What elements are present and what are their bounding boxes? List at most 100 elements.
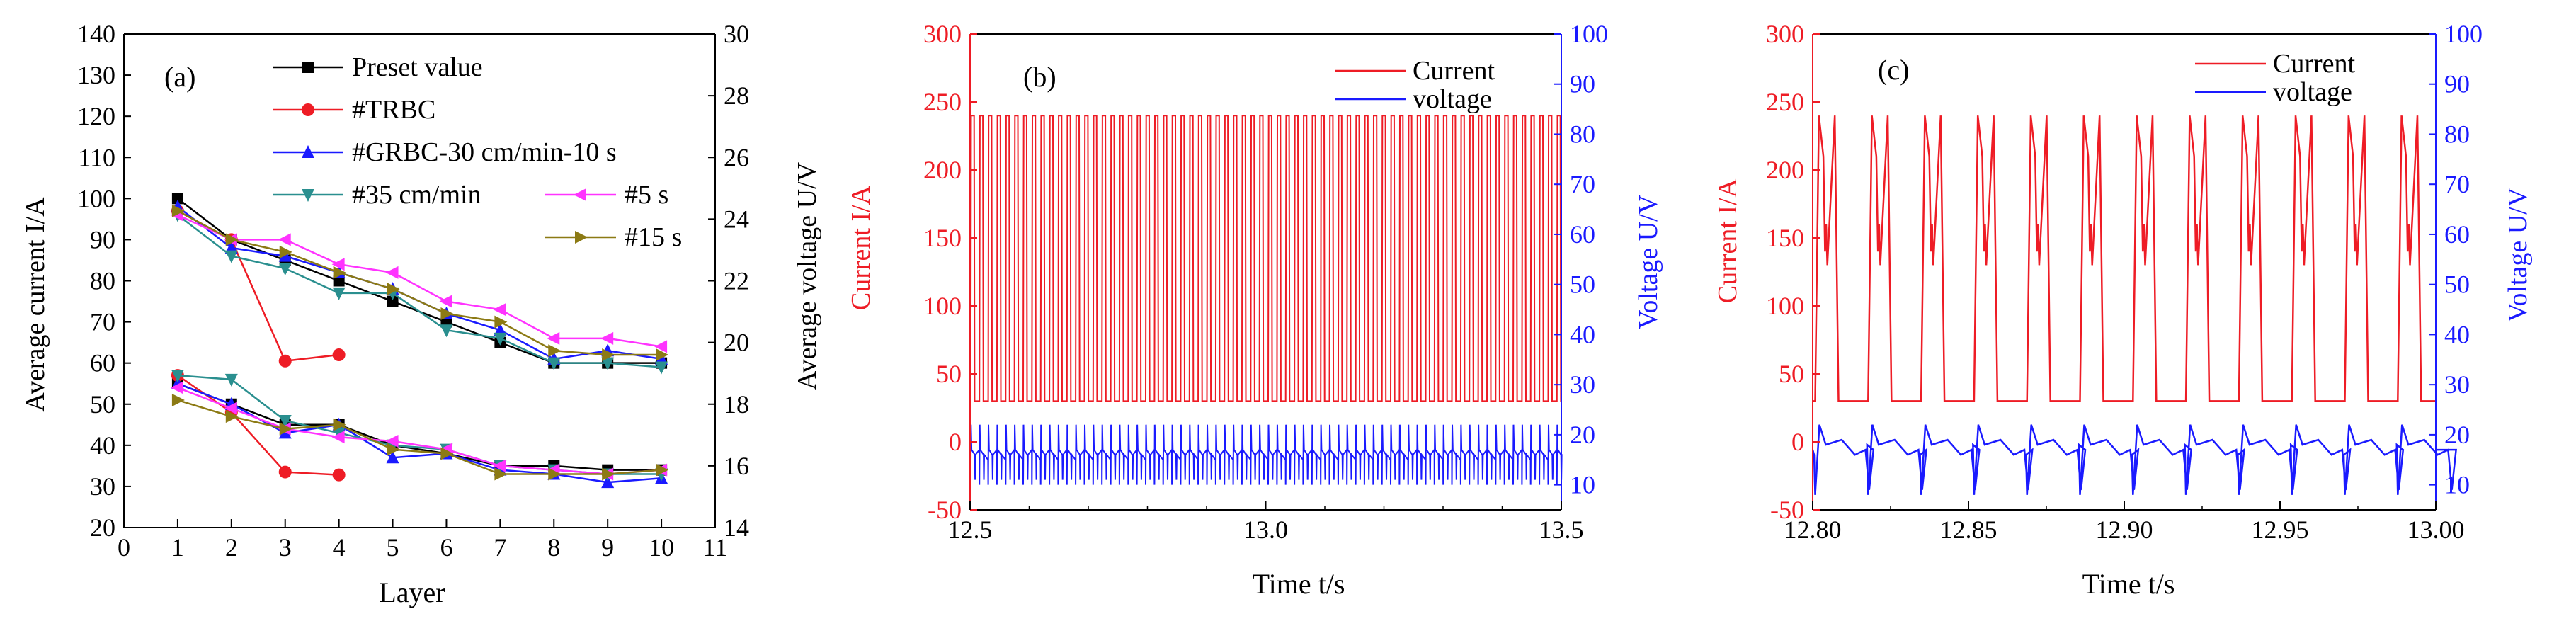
panel-a-legend-label: #GRBC-30 cm/min-10 s bbox=[352, 137, 617, 167]
panel-b-yright-tick-label: 80 bbox=[1570, 120, 1595, 148]
panel-a-point bbox=[385, 266, 399, 279]
panel-a-x-tick-label: 6 bbox=[440, 533, 452, 562]
panel-c-axes: -50 0 50 100 150 200 250 300 10 20 30 40 50 60 70 80 90 1… bbox=[1766, 20, 2483, 544]
panel-a-series-line-current_low bbox=[177, 399, 662, 475]
panel-a-x-tick-label: 2 bbox=[225, 533, 238, 562]
panel-c-plot-area bbox=[1811, 115, 2457, 495]
panel-b-yleft-tick-label: 300 bbox=[923, 20, 962, 48]
panel-a-point bbox=[279, 422, 292, 436]
panel-a-point bbox=[440, 307, 454, 320]
panel-a-plot-area bbox=[170, 193, 669, 489]
panel-a-yleft-tick-label: 50 bbox=[90, 390, 115, 419]
panel-a-point bbox=[494, 315, 508, 329]
panel-c-yleft-tick-label: 100 bbox=[1766, 292, 1804, 320]
panel-c-yleft-tick-label: 0 bbox=[1791, 428, 1804, 456]
panel-a-yleft-tick-label: 30 bbox=[90, 472, 115, 501]
panel-a-yleft-tick-label: 20 bbox=[90, 513, 115, 542]
panel-c-yright-tick-label: 60 bbox=[2444, 220, 2470, 249]
panel-a-point bbox=[387, 295, 399, 307]
panel-a-point bbox=[548, 344, 562, 358]
panel-c-x-tick-label: 12.95 bbox=[2252, 516, 2309, 544]
panel-a-series-line-current bbox=[177, 214, 662, 368]
panel-a-point bbox=[224, 250, 238, 263]
panel-a-yright-tick-label: 16 bbox=[724, 452, 749, 480]
panel-a-point bbox=[332, 287, 346, 300]
panel-a-point bbox=[493, 303, 506, 317]
panel-a-yleft-tick-label: 90 bbox=[90, 225, 115, 254]
panel-c-yright-tick-label: 30 bbox=[2444, 370, 2470, 399]
panel-c-yleft-tick-label: 200 bbox=[1766, 156, 1804, 184]
panel-a-yright-tick-label: 20 bbox=[724, 329, 749, 357]
panel-a-point bbox=[279, 245, 292, 258]
panel-a-legend-label: #35 cm/min bbox=[352, 180, 481, 210]
panel-a-point bbox=[494, 467, 508, 481]
panel-a-point bbox=[494, 332, 507, 346]
panel-c-yleft-tick-label: -50 bbox=[1770, 496, 1804, 524]
panel-a-x-tick-label: 7 bbox=[494, 533, 506, 562]
panel-a-ylabel-left: Average current I/A bbox=[21, 197, 50, 412]
panel-a-legend-marker bbox=[302, 189, 314, 202]
panel-b-x-tick-label: 13.0 bbox=[1243, 516, 1288, 544]
panel-c-yleft-tick-label: 150 bbox=[1766, 224, 1804, 252]
panel-a-legend-label: #5 s bbox=[625, 180, 668, 210]
panel-a-x-tick-label: 0 bbox=[118, 533, 130, 562]
panel-a-yright-tick-label: 26 bbox=[724, 143, 749, 171]
panel-b-voltage-line bbox=[969, 424, 1563, 485]
panel-a-yright-tick-label: 18 bbox=[724, 390, 749, 419]
panel-b-yleft-tick-label: 200 bbox=[923, 156, 962, 184]
panel-b-yright-tick-label: 20 bbox=[1570, 421, 1595, 449]
panel-a-point bbox=[333, 266, 346, 279]
panel-a-yleft-tick-label: 100 bbox=[77, 184, 115, 212]
panel-a-point bbox=[655, 361, 668, 375]
panel-b-label: (b) bbox=[1023, 61, 1056, 93]
panel-a-x-tick-label: 5 bbox=[387, 533, 399, 562]
panel-c-chart: -50 0 50 100 150 200 250 300 10 20 30 40 50 60 70 80 90 1… bbox=[1713, 20, 2533, 600]
panel-a-axes: 2030405060708090100110120130140141618202… bbox=[77, 20, 749, 562]
panel-b-yleft-tick-label: 100 bbox=[923, 292, 962, 320]
panel-a-x-tick-label: 4 bbox=[333, 533, 346, 562]
panel-c-legend-label: voltage bbox=[2273, 77, 2352, 107]
panel-a-point bbox=[387, 443, 400, 456]
panel-b-yright-tick-label: 100 bbox=[1570, 20, 1608, 48]
panel-a-point bbox=[439, 295, 452, 308]
panel-a-point bbox=[440, 447, 454, 460]
panel-a-yleft-tick-label: 140 bbox=[77, 20, 115, 48]
panel-a-point bbox=[171, 193, 183, 205]
panel-a-point bbox=[278, 263, 292, 276]
panel-a-point bbox=[385, 435, 399, 448]
panel-b-legend-label: Current bbox=[1413, 56, 1495, 86]
panel-a-point bbox=[225, 233, 239, 246]
panel-b-yright-tick-label: 50 bbox=[1570, 271, 1595, 299]
panel-a-yright-tick-label: 24 bbox=[724, 205, 749, 233]
panel-c-yright-tick-label: 100 bbox=[2444, 20, 2483, 48]
panel-a-yright-tick-label: 14 bbox=[724, 513, 749, 542]
panel-a-x-tick-label: 10 bbox=[649, 533, 674, 562]
panel-b-yleft-tick-label: 50 bbox=[936, 360, 962, 388]
panel-a-legend-marker bbox=[302, 103, 314, 116]
panel-a-point bbox=[224, 402, 237, 415]
panel-b-current-line bbox=[969, 115, 1562, 402]
panel-a-legend-label: Preset value bbox=[352, 52, 483, 82]
panel-a-point bbox=[656, 463, 669, 477]
panel-a-series-line-current bbox=[177, 214, 662, 348]
panel-a-yright-tick-label: 30 bbox=[724, 20, 749, 48]
panel-c-yright-tick-label: 40 bbox=[2444, 320, 2470, 348]
panel-a-point bbox=[171, 370, 184, 383]
panel-a-point bbox=[331, 258, 345, 271]
panel-a-x-tick-label: 8 bbox=[547, 533, 560, 562]
panel-a-series-line-current_low bbox=[177, 387, 662, 475]
panel-a-yleft-tick-label: 70 bbox=[90, 308, 115, 336]
panel-a-yleft-tick-label: 40 bbox=[90, 431, 115, 460]
panel-a-legend-marker bbox=[574, 188, 586, 201]
panel-a-point bbox=[278, 465, 292, 479]
panel-b-yleft-tick-label: 150 bbox=[923, 224, 962, 252]
panel-a-yleft-tick-label: 130 bbox=[77, 61, 115, 89]
panel-a-point bbox=[170, 381, 183, 394]
panel-a-point bbox=[440, 324, 453, 338]
panel-c-yleft-tick-label: 250 bbox=[1766, 88, 1804, 116]
panel-a-point bbox=[654, 340, 668, 353]
panel-a-point bbox=[387, 283, 400, 296]
panel-a-x-tick-label: 11 bbox=[703, 533, 728, 562]
